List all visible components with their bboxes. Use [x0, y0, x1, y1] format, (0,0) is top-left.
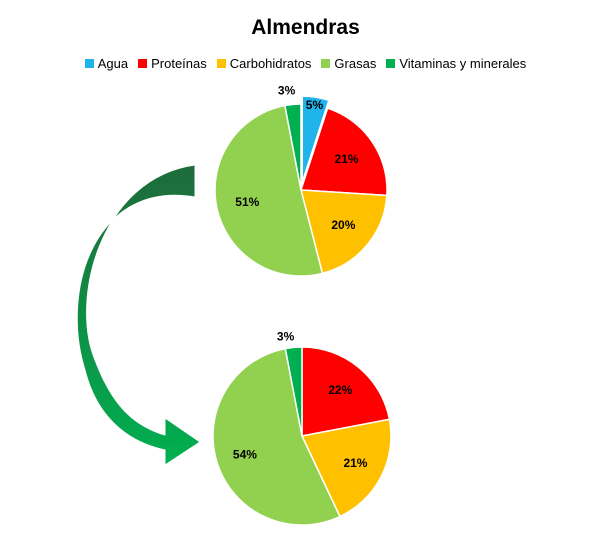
pie-top-slice-vitaminas-y-minerales: [284, 103, 302, 191]
curved-arrow-icon: [76, 164, 201, 466]
pie-top-label-carbohidratos: 20%: [331, 218, 355, 232]
pie-bottom-label-vitaminas-y-minerales: 3%: [277, 329, 295, 343]
legend-swatch-agua: [84, 59, 94, 68]
pie-top-label-agua: 5%: [306, 98, 324, 112]
pie-bottom-slice-grasas: [212, 347, 341, 526]
legend-swatch-proteinas: [138, 59, 148, 68]
legend-label-grasas: Grasas: [334, 56, 377, 71]
legend-item-carbohidratos: Carbohidratos: [216, 56, 312, 71]
legend-label-proteinas: Proteínas: [151, 56, 207, 71]
pie-chart-bottom: 22% 21% 54% 3%: [212, 329, 392, 526]
legend-swatch-carbohidratos: [216, 59, 226, 68]
pie-top-label-grasas: 51%: [235, 195, 259, 209]
legend-label-agua: Agua: [97, 56, 129, 71]
chart-legend: Agua Proteínas Carbohidratos Grasas Vita…: [0, 56, 611, 71]
legend-item-agua: Agua: [84, 56, 129, 71]
pie-top-label-proteinas: 21%: [334, 152, 358, 166]
legend-item-grasas: Grasas: [321, 56, 376, 71]
pie-chart-top: 5% 21% 20% 51% 3%: [214, 83, 388, 277]
pie-top-slice-carbohidratos: [300, 189, 388, 275]
legend-label-carbohidratos: Carbohidratos: [229, 56, 312, 71]
pie-top-slice-grasas: [214, 104, 324, 277]
legend-label-vitaminas: Vitaminas y minerales: [399, 56, 527, 71]
pie-bottom-label-grasas: 54%: [233, 448, 257, 462]
pie-bottom-slice-carbohidratos: [300, 418, 392, 518]
legend-swatch-grasas: [321, 59, 331, 68]
pie-bottom-label-proteinas: 22%: [328, 383, 352, 397]
pie-top-label-vitaminas-y-minerales: 3%: [278, 83, 296, 97]
pie-bottom-label-carbohidratos: 21%: [343, 456, 367, 470]
pie-bottom-slice-vitaminas-y-minerales: [284, 346, 303, 437]
chart-title: Almendras: [251, 16, 360, 39]
legend-item-vitaminas: Vitaminas y minerales: [386, 56, 526, 71]
pie-top-slice-proteinas: [299, 107, 388, 197]
pie-bottom-slice-proteinas: [301, 346, 391, 437]
legend-item-proteinas: Proteínas: [138, 56, 207, 71]
pie-top-slice-agua: [301, 95, 330, 183]
legend-swatch-vitaminas: [386, 59, 396, 68]
